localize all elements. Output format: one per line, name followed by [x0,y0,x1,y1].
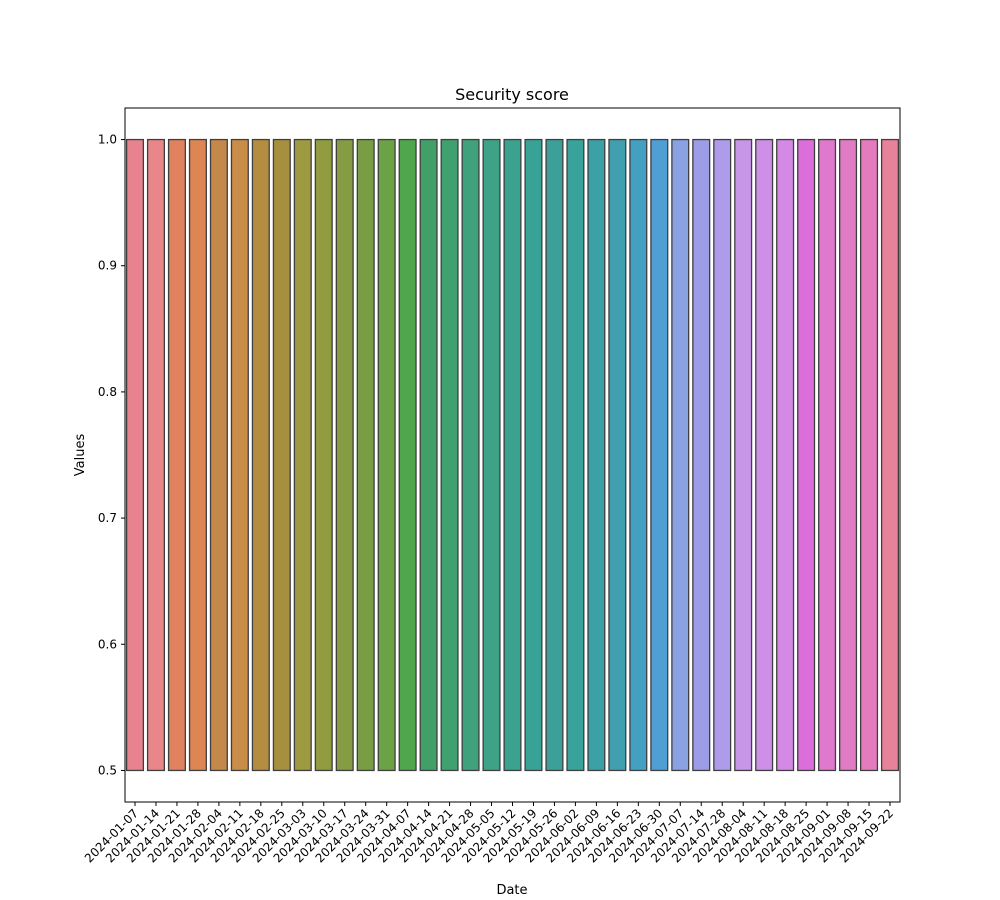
bar-2024-09-15 [859,138,879,772]
bar-2024-05-12 [503,138,522,772]
bar-2024-09-08 [839,138,858,772]
y-tick-label: 0.5 [98,763,117,777]
y-axis-label: Values [73,434,88,477]
bar-2024-03-03 [293,138,312,772]
bar-2024-03-31 [377,138,396,772]
bar-2024-06-30 [650,138,669,772]
bar-2024-07-07 [671,138,690,772]
bar-2024-05-19 [524,138,543,772]
y-axis: 0.5 0.6 0.7 0.8 0.9 1.0 [98,133,125,777]
bar-2024-03-24 [356,138,375,772]
bar-2024-07-14 [692,138,711,772]
x-axis: 2024-01-072024-01-142024-01-212024-01-28… [82,802,896,865]
bar-2024-02-04 [209,138,228,772]
bar-2024-01-21 [167,138,186,772]
bar-2024-08-25 [797,138,816,772]
y-tick-label: 0.8 [98,385,117,399]
bar-2024-06-02 [566,138,585,772]
x-axis-label: Date [496,883,527,898]
bar-2024-01-07 [125,138,145,772]
y-tick-label: 0.6 [98,637,117,651]
bar-2024-02-25 [272,138,291,772]
bar-2024-04-14 [419,138,438,772]
bar-2024-04-21 [440,138,459,772]
bar-2024-04-28 [461,138,480,772]
bars-group [125,138,900,772]
bar-2024-04-07 [398,138,417,772]
bar-2024-06-16 [608,138,627,772]
y-tick-label: 0.9 [98,259,117,273]
chart-title: Security score [455,85,569,104]
bar-2024-03-17 [335,138,354,772]
bar-2024-02-11 [230,138,249,772]
bar-2024-09-01 [818,138,837,772]
bar-2024-06-23 [629,138,648,772]
bar-2024-08-18 [776,138,795,772]
bar-2024-05-26 [545,138,564,772]
y-tick-label: 1.0 [98,133,117,147]
bar-2024-03-10 [314,138,333,772]
bar-2024-02-18 [251,138,270,772]
bar-2024-05-05 [482,138,501,772]
bar-2024-08-11 [755,138,774,772]
bar-2024-07-28 [713,138,732,772]
bar-2024-08-04 [734,138,753,772]
bar-2024-06-09 [587,138,606,772]
y-tick-label: 0.7 [98,511,117,525]
bar-2024-01-14 [146,138,166,772]
bar-2024-09-22 [880,138,900,772]
bar-2024-01-28 [188,138,207,772]
